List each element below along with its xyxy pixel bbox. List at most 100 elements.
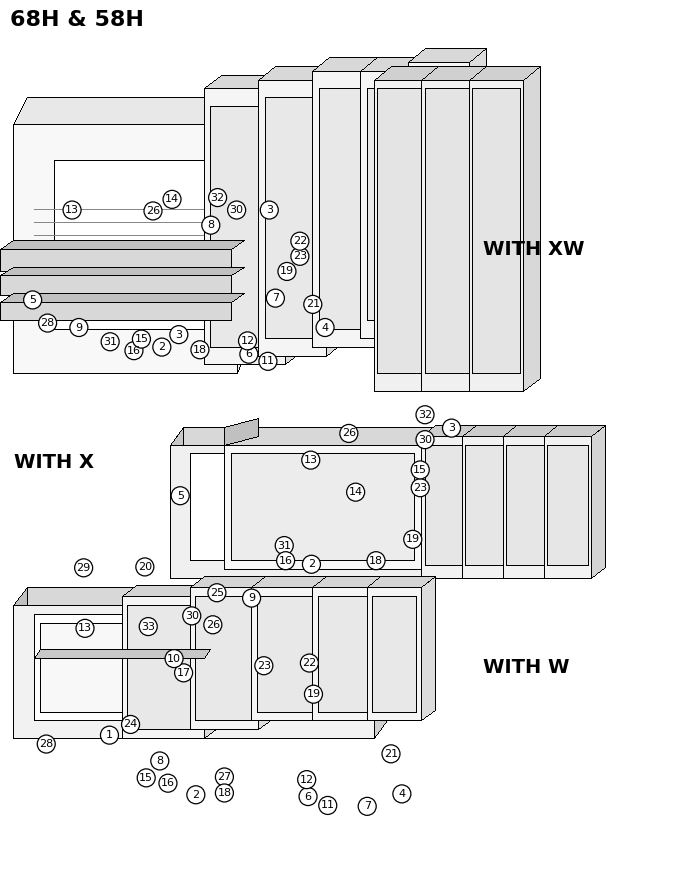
Circle shape [70,319,88,336]
Text: 33: 33 [141,621,155,632]
Circle shape [122,716,139,733]
Circle shape [144,202,162,220]
Text: 3: 3 [175,329,182,340]
Circle shape [275,537,293,554]
Text: 13: 13 [304,455,318,465]
Circle shape [165,650,183,668]
Text: 3: 3 [266,205,273,215]
Circle shape [255,657,273,675]
Text: 8: 8 [207,220,214,231]
Text: 19: 19 [406,534,420,545]
Text: 18: 18 [218,788,231,798]
Text: 28: 28 [39,739,53,749]
Text: 19: 19 [280,266,294,277]
Text: 16: 16 [279,555,292,566]
Text: 23: 23 [413,482,427,493]
Circle shape [216,768,233,786]
Text: 5: 5 [177,490,184,501]
Text: 31: 31 [277,540,291,551]
Circle shape [183,607,201,625]
Text: 7: 7 [272,293,279,303]
Circle shape [187,786,205,804]
Text: 28: 28 [41,318,54,328]
Circle shape [208,584,226,602]
Text: 8: 8 [156,756,163,766]
Text: 23: 23 [257,660,271,671]
Text: 9: 9 [248,593,255,603]
Circle shape [259,352,277,370]
Circle shape [316,319,334,336]
Circle shape [416,406,434,424]
Text: 16: 16 [127,345,141,356]
Circle shape [358,797,376,815]
Circle shape [171,487,189,505]
Text: 2: 2 [158,342,165,352]
Text: 68H & 58H: 68H & 58H [10,10,144,30]
Text: 12: 12 [300,774,313,785]
Text: 5: 5 [29,295,36,305]
Circle shape [76,619,94,637]
Circle shape [302,451,320,469]
Text: 26: 26 [206,619,220,630]
Circle shape [299,788,317,805]
Circle shape [137,769,155,787]
Text: 22: 22 [303,658,316,668]
Text: 23: 23 [293,251,307,262]
Text: 21: 21 [306,299,320,310]
Text: 32: 32 [211,192,224,203]
Circle shape [267,289,284,307]
Circle shape [291,232,309,250]
Circle shape [216,784,233,802]
Circle shape [303,555,320,573]
Text: 19: 19 [307,689,320,700]
Circle shape [159,774,177,792]
Circle shape [393,785,411,803]
Circle shape [175,664,192,682]
Circle shape [191,341,209,359]
Circle shape [411,479,429,497]
Circle shape [382,745,400,763]
Text: 32: 32 [418,409,432,420]
Circle shape [136,558,154,576]
Text: 30: 30 [418,434,432,445]
Circle shape [75,559,92,577]
Text: 22: 22 [293,236,307,247]
Circle shape [209,189,226,206]
Text: 26: 26 [342,428,356,439]
Circle shape [243,589,260,607]
Text: 15: 15 [135,334,148,344]
Text: 18: 18 [193,344,207,355]
Text: 18: 18 [369,555,383,566]
Text: 3: 3 [448,423,455,433]
Circle shape [347,483,364,501]
Text: 17: 17 [177,668,190,678]
Text: 29: 29 [77,562,90,573]
Text: 26: 26 [146,206,160,216]
Circle shape [37,735,55,753]
Circle shape [404,530,422,548]
Text: WITH W: WITH W [483,658,569,677]
Text: 7: 7 [364,801,371,812]
Text: 24: 24 [124,719,137,730]
Text: 11: 11 [261,356,275,367]
Circle shape [240,345,258,363]
Circle shape [298,771,316,789]
Circle shape [367,552,385,570]
Circle shape [443,419,460,437]
Circle shape [411,461,429,479]
Circle shape [202,216,220,234]
Circle shape [291,247,309,265]
Text: 4: 4 [398,789,405,799]
Circle shape [63,201,81,219]
Circle shape [416,431,434,449]
Text: 12: 12 [241,336,254,346]
Circle shape [305,685,322,703]
Circle shape [24,291,41,309]
Circle shape [39,314,56,332]
Circle shape [340,425,358,442]
Text: 10: 10 [167,653,181,664]
Circle shape [304,295,322,313]
Text: 4: 4 [322,322,328,333]
Circle shape [260,201,278,219]
Circle shape [101,333,119,351]
